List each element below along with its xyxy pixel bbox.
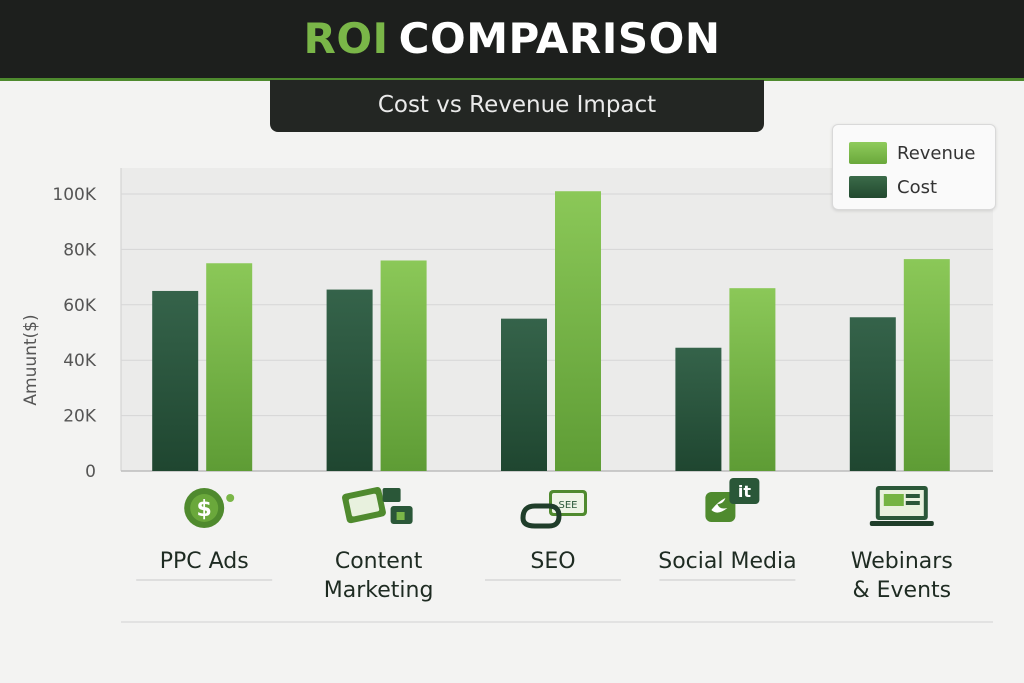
y-tick-label: 40K — [63, 351, 97, 371]
x-tick-label: Webinars — [851, 549, 953, 574]
bar-cost — [675, 347, 722, 471]
chart-subtitle: Cost vs Revenue Impact — [377, 92, 657, 118]
legend-item-cost: Cost — [849, 175, 937, 199]
bar-revenue — [729, 288, 776, 471]
y-axis-label: Amuunt($) — [21, 314, 41, 405]
subtitle-banner: Cost vs Revenue Impact — [270, 80, 764, 132]
bar-revenue — [903, 259, 950, 471]
bar-cost — [326, 289, 373, 471]
bar-revenue — [380, 260, 427, 471]
bar-revenue — [555, 191, 601, 472]
legend-swatch-cost — [849, 176, 887, 198]
y-tick-label: 100K — [52, 185, 96, 205]
page-title: ROI COMPARISON — [0, 14, 1024, 63]
svg-text:SEE: SEE — [559, 500, 578, 511]
y-tick-label: 60K — [63, 296, 97, 316]
y-tick-label: 80K — [63, 240, 97, 260]
x-tick-label: Content — [335, 549, 423, 574]
bar-cost — [501, 318, 547, 471]
title-accent: ROI — [303, 14, 389, 63]
y-tick-label: 0 — [85, 462, 96, 482]
x-tick-label: Social Media — [658, 549, 796, 574]
chart-legend: Revenue Cost — [832, 124, 996, 210]
x-tick-label: SEO — [530, 549, 575, 574]
x-tick-label: & Events — [852, 578, 951, 603]
content-icon — [342, 486, 413, 524]
legend-label-cost: Cost — [897, 176, 938, 198]
title-main: COMPARISON — [398, 14, 721, 63]
seo-icon: SEE — [520, 490, 587, 529]
social-icon: it — [705, 478, 760, 522]
header-bar — [0, 0, 1024, 81]
legend-label-revenue: Revenue — [897, 142, 976, 164]
legend-item-revenue: Revenue — [849, 141, 975, 165]
y-tick-label: 20K — [63, 407, 97, 427]
x-tick-label: Marketing — [324, 578, 434, 603]
legend-swatch-revenue — [849, 142, 887, 164]
bar-revenue — [206, 263, 253, 471]
bar-cost — [849, 317, 896, 471]
x-tick-label: PPC Ads — [160, 549, 249, 574]
bar-cost — [152, 290, 199, 471]
webinar-icon — [869, 486, 934, 526]
svg-text:it: it — [738, 482, 751, 501]
svg-text:$: $ — [197, 497, 212, 522]
dollar-icon: $ — [184, 488, 235, 528]
